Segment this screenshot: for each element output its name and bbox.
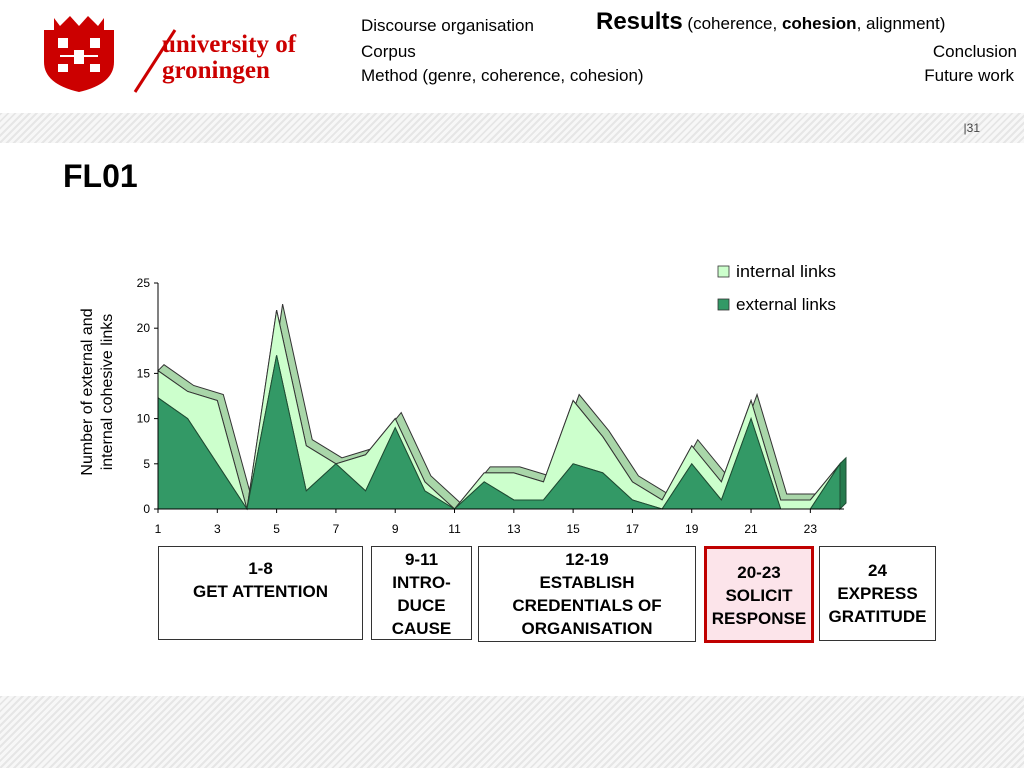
nav-corpus[interactable]: Corpus xyxy=(361,42,416,61)
y-tick-label: 25 xyxy=(137,276,151,290)
university-name-line1: university of xyxy=(162,31,297,58)
y-tick-label: 15 xyxy=(137,366,151,380)
y-tick-label: 10 xyxy=(137,412,151,426)
y-tick-label: 20 xyxy=(137,321,151,335)
x-tick-label: 23 xyxy=(804,522,818,536)
x-tick-label: 17 xyxy=(626,522,640,536)
legend-label: external links xyxy=(736,295,836,314)
nav-method[interactable]: Method (genre, coherence, cohesion) xyxy=(361,66,644,85)
x-tick-label: 19 xyxy=(685,522,699,536)
stage-box-5: 24 EXPRESS GRATITUDE xyxy=(819,546,936,641)
nav-discourse[interactable]: Discourse organisation xyxy=(361,16,534,35)
x-tick-label: 7 xyxy=(333,522,340,536)
x-tick-label: 11 xyxy=(448,522,461,536)
slide-title: FL01 xyxy=(63,158,138,194)
x-tick-label: 1 xyxy=(155,522,162,536)
header-band xyxy=(0,113,1024,143)
university-name-line2: groningen xyxy=(162,57,270,84)
stage-box-4-highlighted: 20-23 SOLICIT RESPONSE xyxy=(704,546,814,643)
x-tick-label: 9 xyxy=(392,522,399,536)
crest-icon xyxy=(44,16,114,92)
footer-band xyxy=(0,696,1024,768)
legend-swatch xyxy=(717,298,730,311)
stage-box-1: 1-8 GET ATTENTION xyxy=(158,546,363,640)
x-tick-label: 5 xyxy=(273,522,280,536)
nav-results-title: Results xyxy=(596,8,683,35)
legend-swatch xyxy=(717,265,730,278)
y-tick-label: 5 xyxy=(143,457,150,471)
y-tick-label: 0 xyxy=(143,502,150,516)
stage-box-3: 12-19 ESTABLISH CREDENTIALS OF ORGANISATION xyxy=(478,546,696,642)
x-tick-label: 21 xyxy=(744,522,758,536)
nav-future-work[interactable]: Future work xyxy=(924,66,1014,85)
stage-box-2: 9-11 INTRO- DUCE CAUSE xyxy=(371,546,472,640)
nav-conclusion[interactable]: Conclusion xyxy=(932,42,1017,61)
nav-results[interactable]: Results (coherence, cohesion, alignment) xyxy=(596,8,946,35)
university-logo: university of groningen xyxy=(40,12,330,99)
page-number: |31 xyxy=(963,121,980,135)
x-tick-label: 13 xyxy=(507,522,521,536)
chart-side-face xyxy=(839,456,847,511)
x-tick-label: 15 xyxy=(566,522,580,536)
legend-label: internal links xyxy=(736,262,836,281)
x-tick-label: 3 xyxy=(214,522,221,536)
